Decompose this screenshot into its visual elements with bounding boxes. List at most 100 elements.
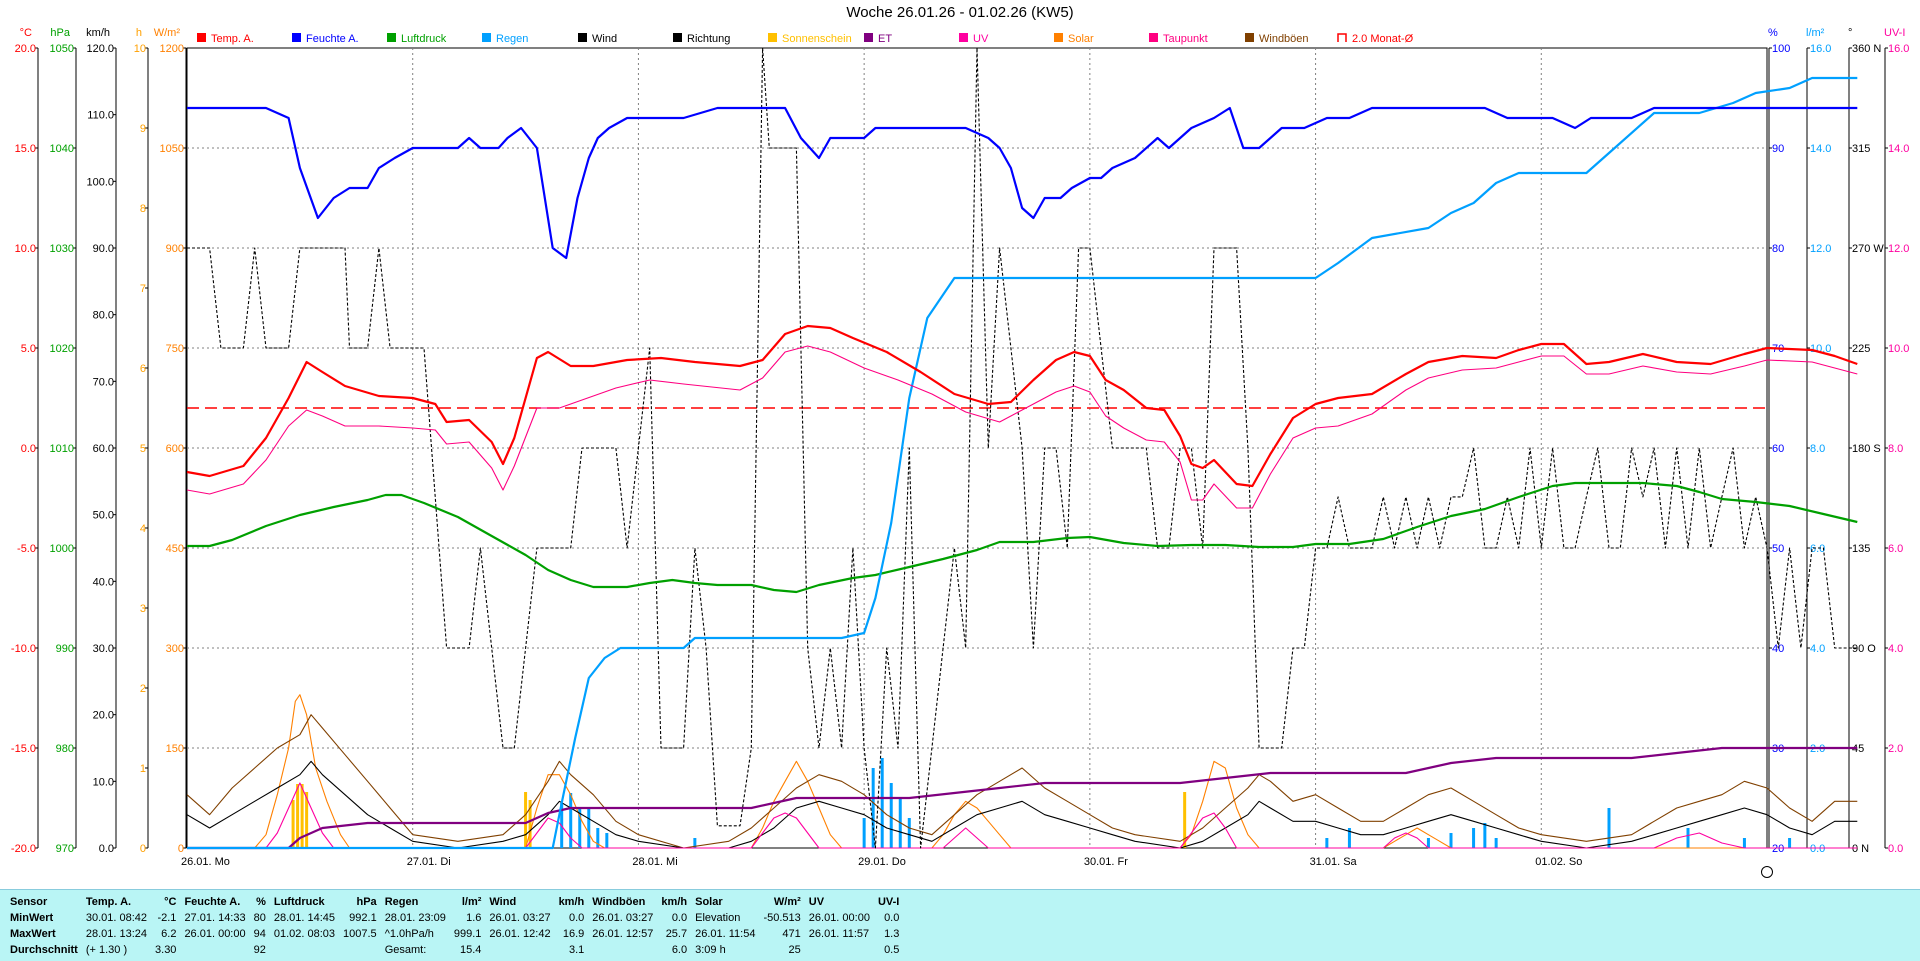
summary-cell: Solar — [695, 896, 723, 908]
bar-regen-intervall- — [605, 833, 609, 848]
left-axis-tick-label: 50.0 — [93, 510, 114, 522]
right-axis-tick-label: 4.0 — [1888, 643, 1903, 655]
summary-cell: Durchschnitt — [10, 944, 78, 956]
right-axis-tick-label: 135 — [1852, 543, 1870, 555]
legend-swatch — [197, 33, 206, 42]
summary-cell: 26.01. 11:57 — [808, 928, 870, 940]
right-axis-tick-label: 80 — [1772, 243, 1784, 255]
summary-cell: km/h — [558, 896, 585, 908]
right-axis-tick-label: 12.0 — [1810, 243, 1831, 255]
left-axis-tick-label: 1050 — [50, 43, 74, 55]
left-axis-tick-label: 10.0 — [93, 776, 114, 788]
bar-sonnenschein — [300, 784, 304, 848]
summary-cell: 26.01. 12:57 — [592, 928, 654, 940]
summary-cell: 01.02. 08:03 — [273, 928, 336, 940]
right-axis-tick-label: 225 — [1852, 343, 1870, 355]
right-axis-tick-label: 4.0 — [1810, 643, 1825, 655]
left-axis-tick-label: 1050 — [160, 143, 184, 155]
summary-cell — [485, 942, 554, 958]
summary-cell: ^1.0hPa/h — [384, 928, 434, 940]
left-axis-tick-label: 970 — [56, 843, 74, 855]
right-axis-unit: % — [1768, 27, 1778, 39]
left-axis-tick-label: 900 — [166, 243, 184, 255]
summary-cell: 80 — [253, 912, 266, 924]
left-axis-tick-label: 750 — [166, 343, 184, 355]
legend-swatch — [673, 33, 682, 42]
right-axis-tick-label: 100 — [1772, 43, 1790, 55]
bar-regen-intervall- — [1494, 838, 1498, 848]
right-axis-tick-label: 14.0 — [1810, 143, 1831, 155]
summary-row: Durchschnitt (+ 1.30 ) 3.30 92 Gesamt: 15.4 3.… — [6, 942, 903, 958]
left-axis-tick-label: -10.0 — [11, 643, 36, 655]
left-axis-tick-label: 60.0 — [93, 443, 114, 455]
right-axis-tick-label: 315 — [1852, 143, 1870, 155]
summary-cell: -2.1 — [157, 912, 177, 924]
summary-cell: km/h — [661, 896, 688, 908]
bar-regen-intervall- — [871, 768, 875, 848]
right-axis-tick-label: 360 N — [1852, 43, 1881, 55]
summary-cell: 0.0 — [671, 912, 688, 924]
summary-cell: 1007.5 — [343, 928, 377, 940]
summary-cell: 1.6 — [466, 912, 482, 924]
bar-sonnenschein — [291, 800, 295, 848]
left-axis-tick-label: 0 — [140, 843, 146, 855]
legend-label: ET — [878, 33, 892, 45]
series-line-wind — [186, 760, 1858, 849]
summary-cell: MaxWert — [10, 928, 56, 940]
right-axis-tick-label: 270 W — [1852, 243, 1884, 255]
right-axis-tick-label: 16.0 — [1888, 43, 1909, 55]
x-tick-label: 26.01. Mo — [181, 856, 230, 868]
summary-cell: -50.513 — [763, 912, 801, 924]
left-axis-tick-label: 1010 — [50, 443, 74, 455]
left-axis-tick-label: 80.0 — [93, 310, 114, 322]
left-axis-unit: W/m² — [154, 27, 181, 39]
summary-cell: 25 — [788, 944, 801, 956]
bar-regen-intervall- — [578, 808, 582, 848]
summary-cell: (+ 1.30 ) — [85, 944, 128, 956]
summary-cell: 94 — [253, 928, 266, 940]
left-axis-tick-label: 3 — [140, 603, 146, 615]
summary-cell — [805, 942, 874, 958]
left-axis-tick-label: 980 — [56, 743, 74, 755]
summary-cell: 26.01. 00:00 — [184, 928, 246, 940]
summary-cell: 471 — [782, 928, 801, 940]
bar-sonnenschein — [524, 792, 528, 848]
summary-cell: 25.7 — [665, 928, 688, 940]
legend-swatch — [292, 33, 301, 42]
weather-chart: 26.01. Mo 27.01. Di 28.01. Mi 29.01. Do 30.0… — [11, 27, 1910, 868]
legend-label: Feuchte A. — [306, 33, 359, 45]
left-axis-tick-label: 40.0 — [93, 576, 114, 588]
summary-cell — [339, 942, 381, 958]
legend-swatch — [387, 33, 396, 42]
summary-cell — [180, 942, 249, 958]
summary-cell: MinWert — [10, 912, 54, 924]
summary-cell: 3.1 — [568, 944, 585, 956]
left-axis-unit: km/h — [86, 27, 110, 39]
bar-sonnenschein — [305, 792, 309, 848]
left-axis-tick-label: 10 — [134, 43, 146, 55]
bar-regen-intervall- — [1325, 838, 1329, 848]
series-line-et — [187, 746, 1858, 850]
series-line-feuchte-a- — [187, 106, 1858, 260]
right-axis-tick-label: 16.0 — [1810, 43, 1831, 55]
bar-regen-intervall- — [1742, 838, 1746, 848]
left-axis-tick-label: 110.0 — [87, 110, 114, 122]
right-axis-tick-label: 2.0 — [1888, 743, 1903, 755]
left-axis-tick-label: 2 — [140, 683, 146, 695]
right-axis-tick-label: 6.0 — [1810, 543, 1825, 555]
legend-swatch — [578, 33, 587, 42]
summary-cell: Feuchte A. — [184, 896, 241, 908]
bar-regen-intervall- — [880, 758, 884, 848]
legend-swatch — [1245, 33, 1254, 42]
summary-header-row: Sensor Temp. A. °C Feuchte A.% Luftdruck hPa R… — [6, 894, 903, 910]
summary-cell: 0.5 — [884, 944, 900, 956]
bar-regen-intervall- — [889, 783, 893, 848]
left-axis-tick-label: 0.0 — [99, 843, 114, 855]
series-line-windb-en — [186, 714, 1858, 849]
left-axis-tick-label: 1200 — [160, 43, 184, 55]
right-axis-tick-label: 12.0 — [1888, 243, 1909, 255]
right-axis-tick-label: 90 — [1772, 143, 1784, 155]
bar-regen-intervall- — [1347, 828, 1351, 848]
left-axis-tick-label: 1040 — [50, 143, 74, 155]
bar-sonnenschein — [1183, 792, 1187, 848]
